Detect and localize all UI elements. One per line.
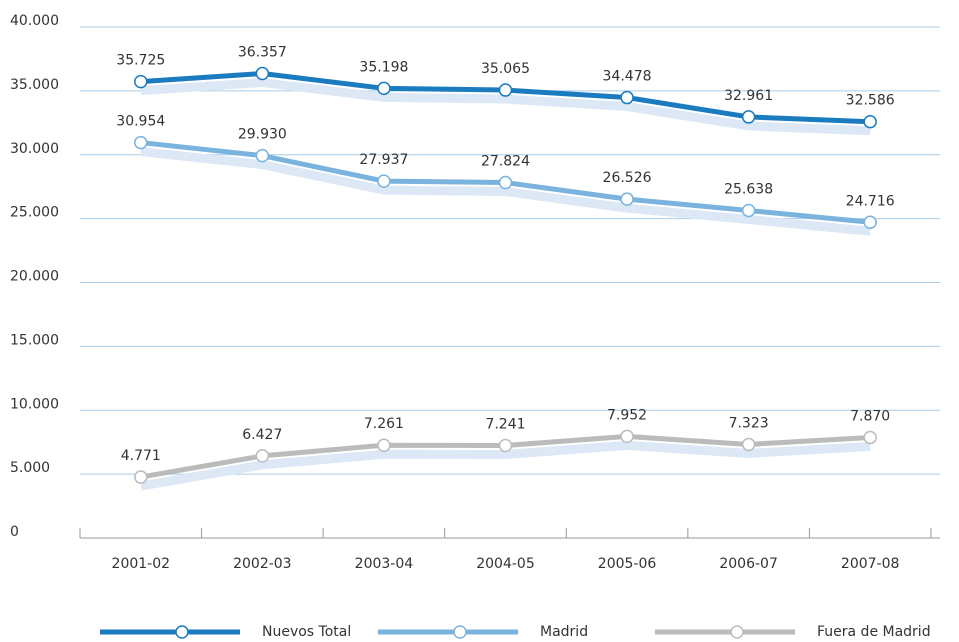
data-point [255,66,270,81]
data-label: 27.937 [359,152,408,168]
data-label: 25.638 [724,181,773,197]
line-shadow [140,440,871,491]
data-point [134,135,148,150]
data-label: 35.198 [359,59,408,75]
x-tick-label: 2003-04 [355,556,414,572]
data-label: 7.323 [729,415,769,431]
legend-label: Madrid [540,624,588,640]
data-point [741,437,756,452]
data-point [498,438,513,453]
data-label: 29.930 [238,127,287,143]
data-point [377,81,391,96]
data-label: 35.065 [481,61,530,77]
legend-marker [175,625,189,639]
y-tick-label: 0 [10,524,19,540]
data-label: 36.357 [238,45,287,61]
data-label: 7.952 [607,407,647,423]
data-label: 7.261 [364,416,404,432]
data-label: 27.824 [481,154,530,170]
x-tick-label: 2002-03 [233,556,292,572]
data-label: 26.526 [603,170,652,186]
data-label: 35.725 [116,53,165,69]
y-tick-label: 25.000 [10,205,59,221]
y-tick-label: 35.000 [10,77,59,93]
data-point [620,429,634,444]
line-shadow [140,147,871,236]
data-label: 32.586 [846,93,895,109]
data-point [620,90,634,105]
data-label: 4.771 [121,448,161,464]
x-tick-label: 2001-02 [112,556,171,572]
legend-label: Fuera de Madrid [817,624,931,640]
data-point [863,430,877,445]
data-label: 6.427 [242,427,282,443]
data-label: 7.870 [850,408,890,424]
line-shadow [140,78,871,136]
data-label: 24.716 [846,193,895,209]
y-tick-label: 10.000 [10,396,59,412]
data-point [377,174,391,188]
data-point [498,83,513,97]
data-point [255,449,270,463]
y-tick-label: 5.000 [10,460,50,476]
x-tick-label: 2006-07 [719,556,778,572]
x-tick-label: 2004-05 [476,556,535,572]
legend-marker [453,625,467,639]
data-point [863,215,877,230]
data-label: 32.961 [724,88,773,104]
data-point [377,438,391,452]
y-tick-label: 40.000 [10,13,59,29]
data-point [255,148,270,163]
data-label: 7.241 [485,416,525,432]
data-point [620,192,634,206]
data-point [134,74,148,89]
data-point [134,470,148,484]
data-point [498,175,513,190]
data-label: 30.954 [116,114,165,130]
y-tick-label: 30.000 [10,141,59,157]
data-label: 34.478 [603,69,652,85]
data-point [741,203,756,218]
x-tick-label: 2005-06 [598,556,657,572]
y-tick-label: 20.000 [10,269,59,285]
data-point [863,114,877,129]
x-tick-label: 2007-08 [841,556,900,572]
legend-marker [730,625,744,639]
y-tick-label: 15.000 [10,332,59,348]
legend-label: Nuevos Total [262,624,351,640]
data-point [741,110,756,124]
